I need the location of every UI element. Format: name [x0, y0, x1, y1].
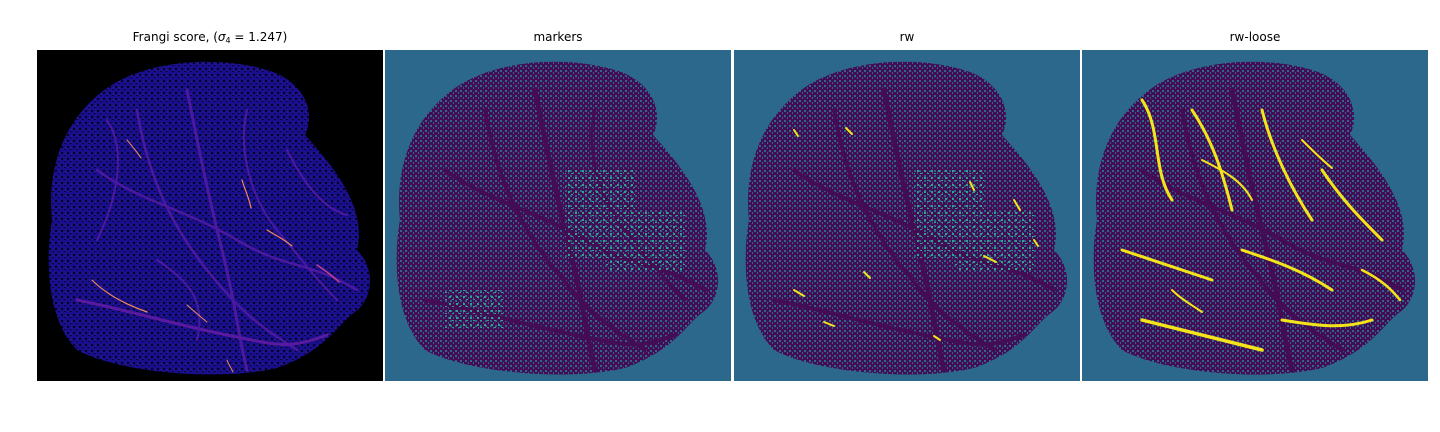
frangi-vessels: [75, 88, 359, 373]
rw-image: [734, 50, 1080, 381]
markers-image: [385, 50, 731, 381]
markers-panel-title: markers: [533, 30, 583, 44]
rw-loose-panel: [1082, 50, 1428, 381]
rw-loose-panel-title: rw-loose: [1229, 30, 1281, 44]
frangi-tissue-region: [48, 61, 370, 375]
rw-tissue-region: [745, 61, 1067, 375]
rw-loose-image: [1082, 50, 1428, 381]
frangi-score-image: [37, 50, 383, 381]
markers-teal-regions: [445, 170, 685, 330]
rw-panel: [734, 50, 1080, 381]
rw-loose-yellow-vessels: [1120, 98, 1402, 352]
markers-panel: [385, 50, 731, 381]
rw-loose-tissue-region: [1093, 61, 1415, 375]
frangi-score-panel: [37, 50, 383, 381]
rw-yellow-vessels: [793, 127, 1039, 341]
frangi-panel-title: Frangi score, (σ4 = 1.247): [132, 30, 288, 45]
rw-panel-title: rw: [899, 30, 915, 44]
